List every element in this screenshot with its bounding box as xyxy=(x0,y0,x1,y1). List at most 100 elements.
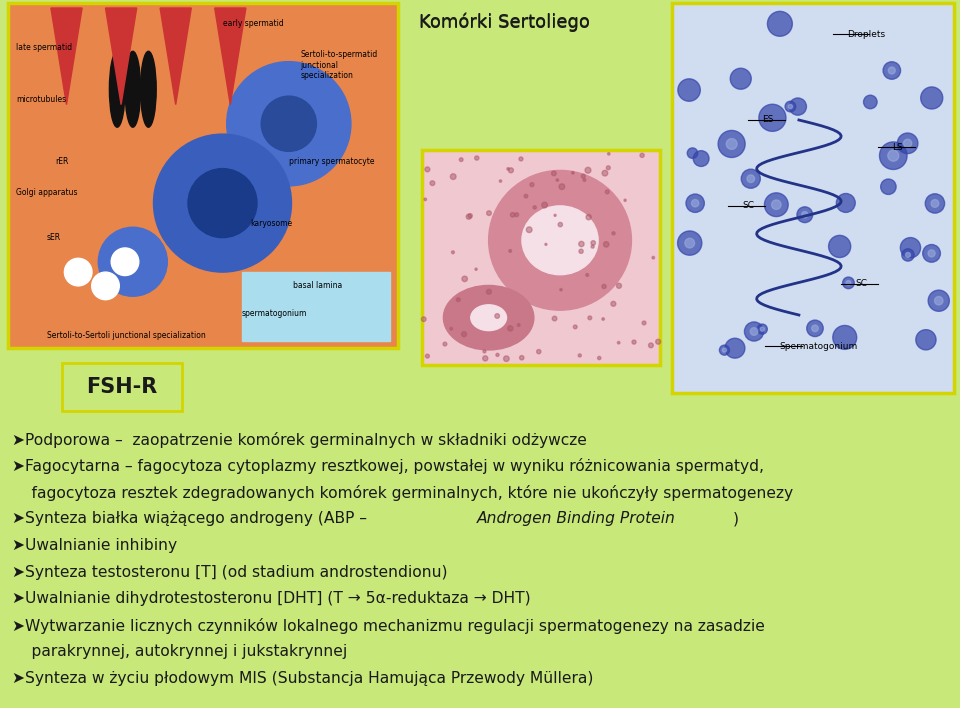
Circle shape xyxy=(678,79,701,101)
Circle shape xyxy=(604,241,609,247)
Circle shape xyxy=(583,178,586,181)
Circle shape xyxy=(533,206,537,209)
Circle shape xyxy=(725,338,745,358)
Circle shape xyxy=(687,148,698,159)
Circle shape xyxy=(617,341,620,344)
Text: ➤Synteza w życiu płodowym MIS (Substancja Hamująca Przewody Müllera): ➤Synteza w życiu płodowym MIS (Substancj… xyxy=(12,670,593,685)
Ellipse shape xyxy=(470,305,507,331)
Text: ➤Synteza białka wiążącego androgeny (ABP –: ➤Synteza białka wiążącego androgeny (ABP… xyxy=(12,511,372,527)
Circle shape xyxy=(788,104,793,109)
Ellipse shape xyxy=(140,51,156,127)
Text: primary spermatocyte: primary spermatocyte xyxy=(289,157,374,166)
Text: parakrynnej, autokrynnej i jukstakrynnej: parakrynnej, autokrynnej i jukstakrynnej xyxy=(12,644,348,659)
Circle shape xyxy=(880,179,896,195)
Circle shape xyxy=(474,156,479,160)
Circle shape xyxy=(586,215,591,219)
Circle shape xyxy=(760,327,764,331)
Circle shape xyxy=(785,101,796,112)
Text: ➤Uwalnianie dihydrotestosteronu [DHT] (T → 5α-reduktaza → DHT): ➤Uwalnianie dihydrotestosteronu [DHT] (T… xyxy=(12,591,531,606)
Circle shape xyxy=(509,168,514,173)
Text: FSH-R: FSH-R xyxy=(86,377,157,397)
Text: microtubules: microtubules xyxy=(15,95,66,104)
Circle shape xyxy=(883,62,900,79)
Circle shape xyxy=(456,298,460,302)
Circle shape xyxy=(526,227,532,232)
Circle shape xyxy=(767,11,792,36)
Ellipse shape xyxy=(125,51,140,127)
Circle shape xyxy=(934,297,943,305)
Circle shape xyxy=(656,339,660,344)
Circle shape xyxy=(227,62,351,186)
Ellipse shape xyxy=(489,171,632,310)
Text: sER: sER xyxy=(47,233,61,242)
Circle shape xyxy=(606,190,610,194)
Circle shape xyxy=(188,169,257,238)
Circle shape xyxy=(579,241,584,246)
Circle shape xyxy=(459,158,463,161)
Text: ➤Fagocytarna – fagocytoza cytoplazmy resztkowej, powstałej w wyniku różnicowania: ➤Fagocytarna – fagocytoza cytoplazmy res… xyxy=(12,459,764,474)
Text: ES: ES xyxy=(762,115,774,125)
Circle shape xyxy=(579,249,584,253)
Bar xyxy=(8,3,398,348)
Text: karyosome: karyosome xyxy=(250,219,292,228)
Text: rER: rER xyxy=(55,157,68,166)
Circle shape xyxy=(612,232,615,235)
Circle shape xyxy=(511,212,515,217)
Circle shape xyxy=(554,215,556,217)
Text: Androgen Binding Protein: Androgen Binding Protein xyxy=(476,511,675,527)
Circle shape xyxy=(425,167,430,172)
Circle shape xyxy=(888,150,899,161)
Circle shape xyxy=(537,350,540,354)
Circle shape xyxy=(499,180,502,182)
Circle shape xyxy=(925,194,945,213)
Circle shape xyxy=(632,340,636,344)
Text: SC: SC xyxy=(855,279,867,288)
Circle shape xyxy=(467,214,471,219)
Circle shape xyxy=(424,198,426,200)
Circle shape xyxy=(588,316,591,320)
Circle shape xyxy=(560,289,563,291)
Circle shape xyxy=(558,222,563,227)
Circle shape xyxy=(468,214,472,218)
Circle shape xyxy=(545,244,547,246)
Circle shape xyxy=(836,193,855,212)
Circle shape xyxy=(806,320,824,336)
Text: ➤Synteza testosteronu [T] (od stadium androstendionu): ➤Synteza testosteronu [T] (od stadium an… xyxy=(12,564,447,580)
Circle shape xyxy=(916,330,936,350)
Circle shape xyxy=(462,276,468,282)
Circle shape xyxy=(261,96,317,152)
Circle shape xyxy=(789,98,806,115)
Ellipse shape xyxy=(522,206,598,275)
Circle shape xyxy=(928,290,949,312)
Text: Komórki Sertoliego: Komórki Sertoliego xyxy=(419,13,589,31)
Circle shape xyxy=(508,326,513,331)
Circle shape xyxy=(541,202,547,208)
Circle shape xyxy=(487,290,492,295)
Text: SC: SC xyxy=(742,201,755,210)
Circle shape xyxy=(585,167,591,173)
Circle shape xyxy=(719,345,730,355)
Text: basal lamina: basal lamina xyxy=(293,281,342,290)
Circle shape xyxy=(624,199,626,201)
Circle shape xyxy=(602,171,608,176)
Circle shape xyxy=(607,166,611,170)
Circle shape xyxy=(475,268,477,270)
Circle shape xyxy=(616,283,621,288)
Circle shape xyxy=(923,244,941,262)
Circle shape xyxy=(430,181,435,185)
Circle shape xyxy=(864,95,877,109)
Ellipse shape xyxy=(109,51,125,127)
Circle shape xyxy=(879,142,907,169)
Text: Golgi apparatus: Golgi apparatus xyxy=(15,188,78,198)
Circle shape xyxy=(757,324,767,334)
Circle shape xyxy=(462,331,467,337)
Circle shape xyxy=(496,353,499,356)
Circle shape xyxy=(744,322,763,341)
Circle shape xyxy=(642,321,646,325)
Circle shape xyxy=(718,130,745,157)
Bar xyxy=(422,150,660,365)
Text: LS: LS xyxy=(892,143,902,152)
Circle shape xyxy=(797,207,813,222)
Circle shape xyxy=(741,169,760,188)
Circle shape xyxy=(591,245,594,249)
